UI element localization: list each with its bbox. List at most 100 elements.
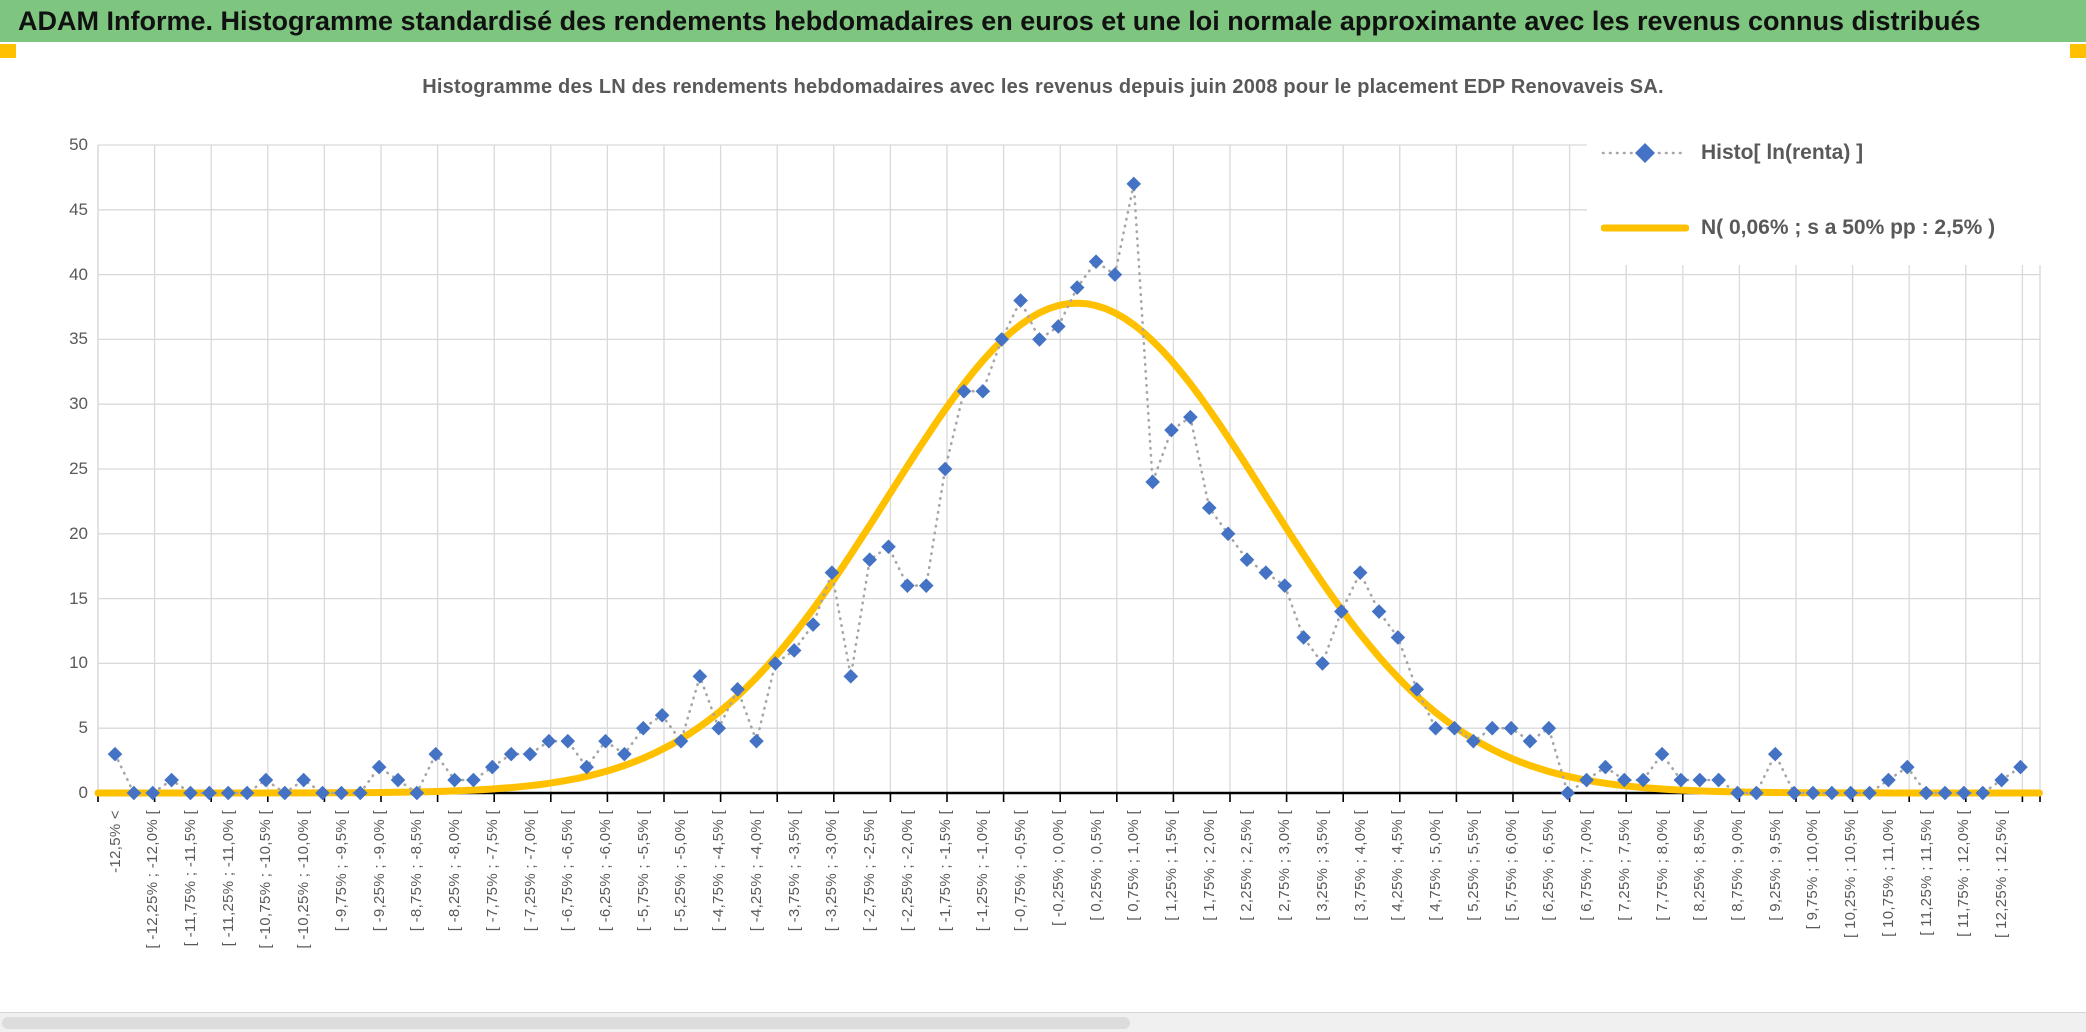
x-axis-label: [ 4,25% ; 4,5% [ — [1389, 810, 1407, 921]
data-point-diamond — [1428, 720, 1443, 736]
x-axis-label: [ 4,75% ; 5,0% [ — [1427, 810, 1445, 921]
data-point-diamond — [503, 746, 519, 762]
x-axis-label: [ -6,75% ; -6,5% [ — [559, 810, 577, 932]
x-axis-label: [ 7,25% ; 7,5% [ — [1615, 810, 1633, 921]
data-point-diamond — [1315, 656, 1330, 671]
data-point-diamond — [1824, 785, 1840, 801]
data-point-diamond — [485, 759, 500, 775]
data-point-diamond — [843, 669, 859, 684]
x-axis-label: [ -2,75% ; -2,5% [ — [861, 810, 879, 932]
histogram-connector-line — [113, 183, 2022, 796]
data-point-diamond — [1409, 682, 1425, 697]
x-axis-label: [ 8,75% ; 9,0% [ — [1729, 810, 1746, 921]
scrollbar-thumb[interactable] — [2, 1017, 1130, 1029]
x-axis-label: [ 10,75% ; 11,0% [ — [1879, 810, 1897, 937]
y-axis-label: 15 — [69, 588, 88, 608]
x-axis-label: [ 1,25% ; 1,5% [ — [1163, 810, 1180, 921]
x-axis-label: [ 6,75% ; 7,0% [ — [1578, 810, 1596, 921]
data-point-diamond — [824, 565, 840, 580]
selection-handle-top-right — [2070, 44, 2086, 58]
data-point-diamond — [617, 746, 632, 762]
data-point-diamond — [1673, 772, 1689, 788]
data-point-diamond — [334, 785, 349, 801]
data-point-diamond — [1239, 552, 1255, 568]
x-axis-label: [ -9,25% ; -9,0% [ — [370, 810, 388, 932]
legend-item-histogram[interactable]: Histo[ ln(renta) ] — [1587, 115, 2055, 190]
legend-item-normal[interactable]: N( 0,06% ; s a 50% pp : 2,5% ) — [1587, 190, 2055, 265]
x-axis-label: [ 0,25% ; 0,5% [ — [1087, 810, 1105, 921]
data-point-diamond — [1843, 785, 1858, 801]
data-point-diamond — [1032, 332, 1047, 347]
data-point-diamond — [1541, 720, 1557, 736]
data-point-diamond — [390, 772, 406, 788]
data-point-diamond — [692, 669, 708, 684]
data-point-diamond — [635, 720, 651, 736]
data-point-diamond — [1088, 254, 1104, 269]
x-axis-label: [ -0,75% ; -0,5% [ — [1012, 810, 1030, 932]
x-axis-label: [ 2,25% ; 2,5% [ — [1238, 810, 1256, 921]
x-axis-label: [ 2,75% ; 3,0% [ — [1276, 810, 1294, 921]
x-axis-label: [ -11,25% ; -11,0% [ — [219, 810, 237, 947]
data-point-diamond — [1692, 772, 1708, 788]
x-axis-label: [ -4,75% ; -4,5% [ — [710, 810, 728, 932]
data-point-diamond — [1560, 785, 1576, 801]
data-point-diamond — [1277, 578, 1293, 593]
data-point-diamond — [579, 759, 594, 775]
data-point-diamond — [1466, 733, 1481, 749]
data-point-diamond — [1975, 785, 1991, 801]
data-point-diamond — [1258, 565, 1274, 580]
data-point-diamond — [975, 383, 991, 399]
data-point-diamond — [900, 578, 915, 593]
x-axis-label: [ 11,25% ; 11,5% [ — [1917, 810, 1935, 936]
chart-canvas[interactable]: Histogramme des LN des rendements hebdom… — [0, 58, 2086, 1012]
data-point-diamond — [673, 733, 689, 749]
data-point-diamond — [296, 772, 311, 788]
data-point-diamond — [1503, 720, 1519, 736]
y-axis-label: 35 — [69, 329, 88, 349]
x-axis-label: [ 5,25% ; 5,5% [ — [1464, 810, 1482, 921]
data-point-diamond — [786, 643, 802, 658]
data-point-diamond — [522, 746, 538, 762]
x-axis-label: [ 8,25% ; 8,5% [ — [1691, 810, 1709, 921]
x-axis-label: [ -12,25% ; -12,0% [ — [144, 810, 162, 949]
data-point-diamond — [805, 617, 821, 632]
data-point-diamond — [749, 733, 764, 749]
x-axis-label: [ 9,75% ; 10,0% [ — [1804, 810, 1822, 930]
data-point-diamond — [1522, 733, 1538, 749]
x-axis-label: [ -3,75% ; -3,5% [ — [785, 810, 803, 932]
chart-title: Histogramme des LN des rendements hebdom… — [422, 76, 1664, 98]
data-point-diamond — [371, 759, 387, 775]
data-point-diamond — [1881, 772, 1896, 788]
data-point-diamond — [1654, 746, 1670, 762]
data-point-diamond — [654, 707, 670, 723]
data-point-diamond — [1617, 772, 1632, 788]
data-point-diamond — [1937, 785, 1953, 801]
data-point-diamond — [1334, 604, 1349, 619]
data-point-diamond — [202, 785, 217, 801]
x-axis-label: [ -5,75% ; -5,5% [ — [634, 810, 652, 932]
data-point-diamond — [956, 383, 972, 399]
data-point-diamond — [315, 785, 330, 801]
x-axis-label: [ 1,75% ; 2,0% [ — [1200, 810, 1218, 921]
legend[interactable]: Histo[ ln(renta) ] N( 0,06% ; s a 50% pp… — [1587, 115, 2055, 265]
horizontal-scrollbar[interactable] — [0, 1012, 2086, 1032]
x-axis-label: [ -2,25% ; -2,0% [ — [898, 810, 916, 932]
workbook-header-title: ADAM Informe. Histogramme standardisé de… — [18, 6, 1981, 36]
x-axis-label: [ -5,25% ; -5,0% [ — [672, 810, 690, 932]
data-point-diamond — [1862, 785, 1877, 801]
x-axis-label: [ 3,25% ; 3,5% [ — [1313, 810, 1331, 921]
x-axis-label: [ 12,25% ; 12,5% [ — [1993, 810, 2011, 938]
y-axis-label: 5 — [78, 718, 88, 738]
data-point-diamond — [145, 785, 161, 801]
x-axis-label: [ 7,75% ; 8,0% [ — [1653, 810, 1671, 921]
x-axis-label: [ 6,25% ; 6,5% [ — [1540, 810, 1558, 921]
data-point-diamond — [1805, 785, 1821, 801]
data-point-diamond — [428, 746, 444, 762]
data-point-diamond — [239, 785, 255, 801]
data-point-diamond — [447, 772, 462, 788]
x-axis-label: [ 5,75% ; 6,0% [ — [1502, 810, 1520, 921]
data-point-diamond — [164, 772, 179, 788]
x-axis-label: [ -8,25% ; -8,0% [ — [446, 810, 464, 932]
data-point-diamond — [1352, 565, 1368, 580]
data-point-diamond — [1918, 785, 1934, 801]
